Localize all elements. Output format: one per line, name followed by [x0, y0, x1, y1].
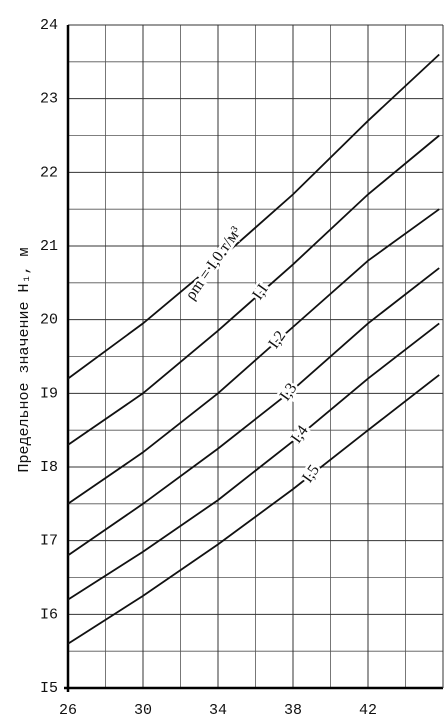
curve: [67, 208, 440, 505]
x-tick-label: 42: [359, 702, 377, 719]
x-tick-label: 34: [209, 702, 227, 719]
curve: [67, 134, 440, 446]
curve-label: ρm = I,0 т/м³: [182, 223, 245, 303]
y-tick-label: I9: [40, 385, 58, 402]
y-tick-label: I6: [40, 606, 58, 623]
x-tick-label: 26: [59, 702, 77, 719]
y-tick-label: 20: [40, 312, 58, 329]
curve: [67, 267, 440, 557]
y-axis-label: Предельное значение H₁, м: [16, 247, 33, 472]
y-tick-label: 24: [40, 17, 58, 34]
y-tick-label: 22: [40, 164, 58, 181]
y-tick-label: 21: [40, 238, 58, 255]
curve: [67, 322, 440, 601]
y-tick-label: 23: [40, 91, 58, 108]
curve: [67, 53, 440, 380]
x-tick-label: 30: [134, 702, 152, 719]
y-tick-label: I5: [40, 680, 58, 697]
x-tick-label: 38: [284, 702, 302, 719]
y-tick-label: I7: [40, 533, 58, 550]
y-tick-label: I8: [40, 459, 58, 476]
curve: [67, 374, 440, 645]
